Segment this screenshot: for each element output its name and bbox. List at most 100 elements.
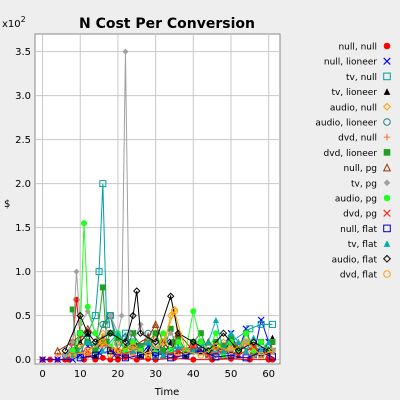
chart-title: N Cost Per Conversion bbox=[79, 16, 255, 32]
data-point bbox=[219, 329, 228, 337]
data-point bbox=[77, 330, 84, 337]
data-point bbox=[220, 347, 227, 354]
data-point bbox=[151, 338, 160, 346]
plot-area bbox=[34, 33, 281, 365]
data-point bbox=[205, 339, 212, 345]
data-point bbox=[257, 316, 265, 324]
data-point bbox=[129, 342, 137, 350]
legend-label: null, pg bbox=[343, 164, 377, 174]
data-point bbox=[126, 330, 133, 337]
legend-label: tv, pg bbox=[351, 179, 377, 189]
legend-label: dvd, lioneer bbox=[324, 149, 378, 159]
data-point bbox=[69, 306, 76, 313]
legend-item: tv, pg bbox=[351, 179, 391, 189]
legend-label: dvd, null bbox=[338, 134, 377, 144]
y-multiplier-label: x102 bbox=[2, 15, 26, 30]
y-tick-label: 0.0 bbox=[15, 355, 31, 366]
legend-marker bbox=[382, 254, 392, 263]
data-point bbox=[152, 330, 159, 337]
axis-ticks: 0 10 20 30 40 50 60 0.0 0.5 1.0 1.5 2.0 2.5 3.0 3.5 bbox=[15, 47, 275, 380]
data-point bbox=[171, 354, 178, 361]
legend-item: tv, null bbox=[346, 72, 391, 83]
data-point bbox=[130, 330, 136, 337]
data-point bbox=[91, 312, 99, 320]
data-point bbox=[166, 292, 175, 300]
data-point bbox=[243, 330, 250, 337]
data-point bbox=[175, 334, 182, 341]
legend-label: audio, null bbox=[330, 103, 377, 113]
data-point bbox=[227, 347, 235, 355]
series-line bbox=[61, 287, 273, 355]
x-tick-label: 50 bbox=[225, 369, 238, 380]
data-point bbox=[264, 347, 273, 355]
series-path bbox=[72, 309, 273, 356]
data-point bbox=[106, 329, 115, 337]
data-point bbox=[243, 347, 250, 354]
y-tick-label: 1.5 bbox=[15, 223, 31, 234]
grid bbox=[35, 34, 280, 364]
data-point bbox=[84, 347, 92, 355]
legend-marker bbox=[383, 42, 391, 50]
legend-marker bbox=[383, 57, 391, 65]
data-point bbox=[103, 339, 110, 345]
legend-label: audio, flat bbox=[332, 255, 378, 265]
data-point bbox=[234, 347, 243, 355]
data-point bbox=[189, 342, 197, 350]
data-point bbox=[69, 339, 76, 345]
legend-label: null, lioneer bbox=[324, 58, 377, 68]
legend-item: audio, lioneer bbox=[315, 118, 391, 129]
legend-item: dvd, pg bbox=[343, 209, 391, 220]
data-point bbox=[114, 347, 122, 355]
data-point bbox=[39, 356, 46, 364]
data-point bbox=[76, 342, 84, 351]
data-point bbox=[197, 351, 205, 359]
data-point bbox=[129, 311, 137, 320]
data-point bbox=[54, 356, 62, 364]
legend-marker bbox=[383, 149, 391, 156]
legend-marker bbox=[383, 209, 391, 217]
x-axis-label: Time bbox=[154, 387, 179, 398]
legend-marker bbox=[382, 102, 392, 111]
data-point bbox=[167, 330, 174, 337]
data-point bbox=[170, 307, 178, 315]
x-tick-label: 60 bbox=[262, 369, 275, 380]
legend-item: tv, lioneer bbox=[331, 88, 391, 98]
legend-label: null, null bbox=[338, 43, 377, 53]
data-point bbox=[265, 339, 272, 345]
data-point bbox=[212, 353, 220, 361]
x-tick-label: 40 bbox=[187, 369, 200, 380]
data-point bbox=[212, 330, 219, 337]
legend-label: tv, null bbox=[346, 73, 377, 83]
data-point bbox=[122, 353, 129, 360]
data-point bbox=[250, 342, 258, 350]
data-point bbox=[91, 351, 99, 359]
data-point bbox=[227, 351, 235, 359]
data-point bbox=[250, 334, 257, 341]
data-point bbox=[91, 338, 100, 346]
data-point bbox=[133, 287, 141, 295]
legend-label: tv, flat bbox=[348, 240, 378, 250]
data-point bbox=[136, 329, 145, 337]
legend-marker bbox=[383, 194, 391, 202]
data-point bbox=[175, 339, 182, 345]
data-point bbox=[54, 352, 61, 359]
legend-item: dvd, lioneer bbox=[324, 149, 391, 159]
data-point bbox=[77, 339, 84, 345]
data-point bbox=[228, 330, 234, 337]
data-point bbox=[62, 352, 69, 359]
data-point bbox=[76, 311, 84, 320]
data-point bbox=[122, 48, 129, 55]
legend-marker bbox=[383, 72, 391, 81]
data-point bbox=[152, 349, 160, 357]
data-point bbox=[182, 351, 190, 359]
legend-item: dvd, flat bbox=[340, 270, 391, 281]
data-point bbox=[81, 220, 87, 227]
legend-item: null, flat bbox=[340, 224, 391, 235]
data-point bbox=[182, 347, 190, 355]
data-point bbox=[84, 339, 91, 345]
legend: null, null null, lioneer tv, null tv, lione… bbox=[315, 42, 392, 281]
data-point bbox=[257, 320, 265, 328]
data-point bbox=[151, 320, 160, 328]
series-line bbox=[69, 307, 276, 359]
